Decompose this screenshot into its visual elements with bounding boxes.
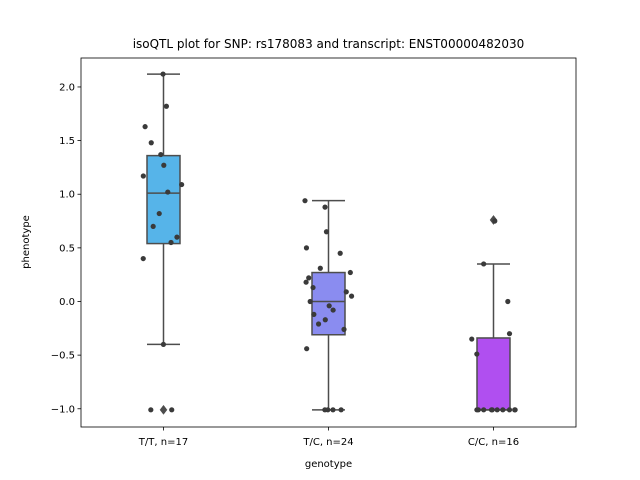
data-point xyxy=(348,293,355,299)
data-point xyxy=(341,326,347,332)
data-point xyxy=(343,289,349,295)
data-point xyxy=(494,407,500,413)
data-point xyxy=(474,351,480,357)
data-point xyxy=(140,255,146,262)
y-tick-label: 0.0 xyxy=(59,297,75,308)
data-point xyxy=(150,223,156,230)
data-point xyxy=(315,321,322,327)
data-point xyxy=(307,298,313,305)
data-point xyxy=(481,407,487,413)
y-tick-label: 1.0 xyxy=(59,190,75,201)
y-tick-label: −1.0 xyxy=(51,404,75,415)
data-point xyxy=(174,234,180,240)
data-point xyxy=(347,269,353,276)
data-point xyxy=(488,407,495,413)
data-point xyxy=(156,210,162,217)
data-point xyxy=(481,261,487,267)
data-point xyxy=(160,341,167,348)
data-point xyxy=(142,124,148,130)
data-point xyxy=(322,407,328,413)
data-point xyxy=(323,229,330,235)
x-axis-label: genotype xyxy=(305,459,352,470)
y-tick-label: 2.0 xyxy=(59,82,75,93)
x-tick-label: T/C, n=24 xyxy=(302,437,353,448)
data-point xyxy=(148,140,154,146)
data-point xyxy=(330,407,336,413)
y-tick-label: 1.5 xyxy=(59,136,75,147)
plot-frame xyxy=(80,57,577,428)
data-point xyxy=(330,307,336,313)
data-point xyxy=(168,239,174,246)
data-point xyxy=(303,245,310,251)
data-point xyxy=(158,151,164,158)
chart-title: isoQTL plot for SNP: rs178083 and transc… xyxy=(133,37,525,51)
data-point xyxy=(322,317,328,323)
data-point xyxy=(306,275,312,281)
data-point xyxy=(512,407,518,413)
data-point xyxy=(317,265,323,271)
data-point xyxy=(163,103,170,109)
data-point xyxy=(160,71,166,77)
data-point xyxy=(302,198,308,204)
y-tick-label: −0.5 xyxy=(51,351,75,362)
outlier-marker xyxy=(159,404,168,415)
data-point xyxy=(165,189,171,195)
data-point xyxy=(326,303,332,309)
y-axis-label: phenotype xyxy=(21,215,32,269)
data-point xyxy=(140,173,146,179)
x-tick-label: T/T, n=17 xyxy=(138,437,188,448)
data-point xyxy=(148,407,154,413)
data-point xyxy=(169,407,175,413)
x-tick-label: C/C, n=16 xyxy=(468,437,519,448)
data-point xyxy=(310,284,316,291)
data-point xyxy=(469,336,475,342)
data-point xyxy=(337,250,343,256)
data-point xyxy=(161,162,167,168)
data-point xyxy=(506,331,513,337)
data-point xyxy=(322,204,328,210)
data-point xyxy=(505,298,511,305)
data-point xyxy=(506,407,513,413)
box xyxy=(476,337,511,411)
data-point xyxy=(179,181,185,188)
data-point xyxy=(500,407,506,413)
data-point xyxy=(338,407,344,413)
data-point xyxy=(492,218,498,224)
data-point xyxy=(474,407,480,413)
box xyxy=(146,154,181,245)
y-tick-label: 0.5 xyxy=(59,243,75,254)
data-point xyxy=(304,346,310,352)
data-point xyxy=(303,279,309,285)
data-point xyxy=(311,311,317,317)
